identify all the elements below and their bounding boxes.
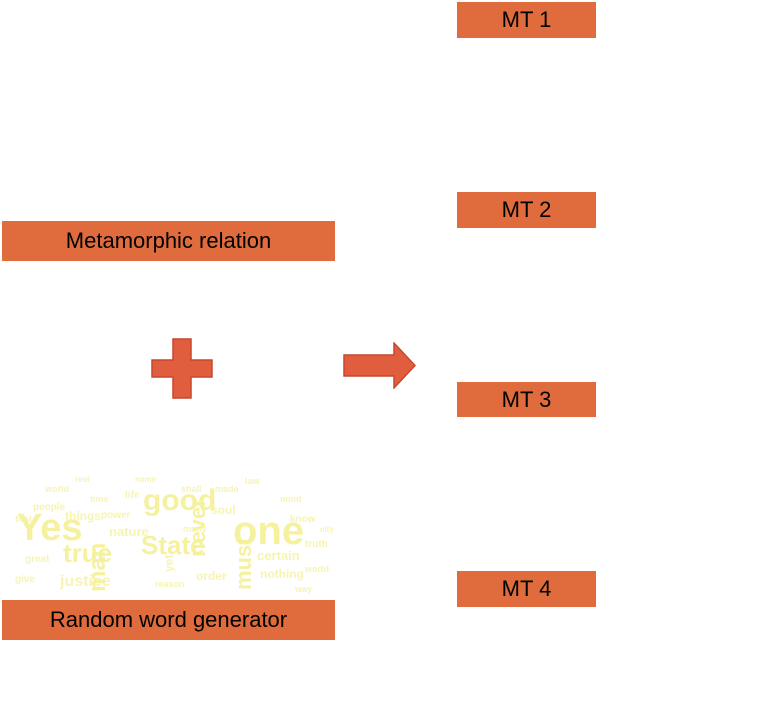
random-word-generator-label: Random word generator (49, 607, 288, 632)
word-cloud-word: way (294, 584, 312, 594)
word-cloud-word: name (135, 475, 156, 484)
word-cloud-word: time (90, 494, 109, 504)
word-cloud-word: yet (162, 555, 176, 572)
word-cloud-word: one (233, 509, 304, 553)
metamorphic-relation-box: Metamorphic relation (2, 221, 335, 261)
word-cloud-word: must (231, 537, 256, 590)
word-cloud-word: give (15, 574, 35, 585)
word-cloud-word: order (196, 569, 227, 583)
mt-4-label: MT 4 (501, 576, 552, 601)
word-cloud-word: certain (257, 548, 300, 563)
mt-2-label: MT 2 (501, 197, 552, 222)
word-cloud-word: true (63, 538, 112, 568)
plus-icon (151, 337, 214, 400)
word-cloud-word: know (290, 514, 316, 525)
word-cloud-word: man (84, 543, 111, 592)
word-cloud-word: law (245, 476, 261, 486)
word-cloud-word: city (320, 525, 334, 534)
word-cloud-word: reason (155, 579, 185, 589)
word-cloud-word: people (33, 502, 66, 513)
word-cloud-image: Yes good one State true man must never yet justic… (5, 462, 335, 600)
word-cloud-word: many (183, 524, 207, 534)
word-cloud-word: great (25, 554, 50, 565)
mt-3-label: MT 3 (501, 386, 552, 412)
word-cloud-word: soul (211, 503, 236, 517)
metamorphic-relation-label: Metamorphic relation (65, 228, 272, 253)
word-cloud-word: good (143, 484, 216, 517)
word-cloud-word: mind (280, 494, 302, 504)
word-cloud-word: world (44, 484, 69, 494)
word-cloud-word: shall (181, 484, 202, 494)
arrow-right-icon (343, 341, 417, 390)
mt-1-box: MT 1 (457, 2, 596, 38)
word-cloud-word: first (15, 514, 32, 524)
word-cloud-word: never (185, 498, 210, 557)
mt-1-label: MT 1 (501, 7, 552, 32)
word-cloud-word: world (304, 564, 329, 574)
word-cloud-word: power (101, 510, 131, 521)
mt-2-box: MT 2 (457, 192, 596, 228)
mt-4-box: MT 4 (457, 571, 596, 607)
word-cloud-word: made (215, 484, 239, 494)
word-cloud-word: life (125, 490, 140, 501)
word-cloud-word: nature (109, 524, 149, 539)
word-cloud-word: truth (305, 539, 328, 550)
word-cloud-word: justice (59, 573, 111, 590)
word-cloud-word: things (65, 509, 101, 523)
mt-3-box: MT 3 (457, 382, 596, 417)
word-cloud-word: nothing (260, 567, 304, 581)
word-cloud-word: State (141, 530, 205, 560)
random-word-generator-box: Random word generator (2, 600, 335, 640)
word-cloud-word: Yes (17, 507, 83, 549)
word-cloud-word: rest (75, 475, 90, 484)
